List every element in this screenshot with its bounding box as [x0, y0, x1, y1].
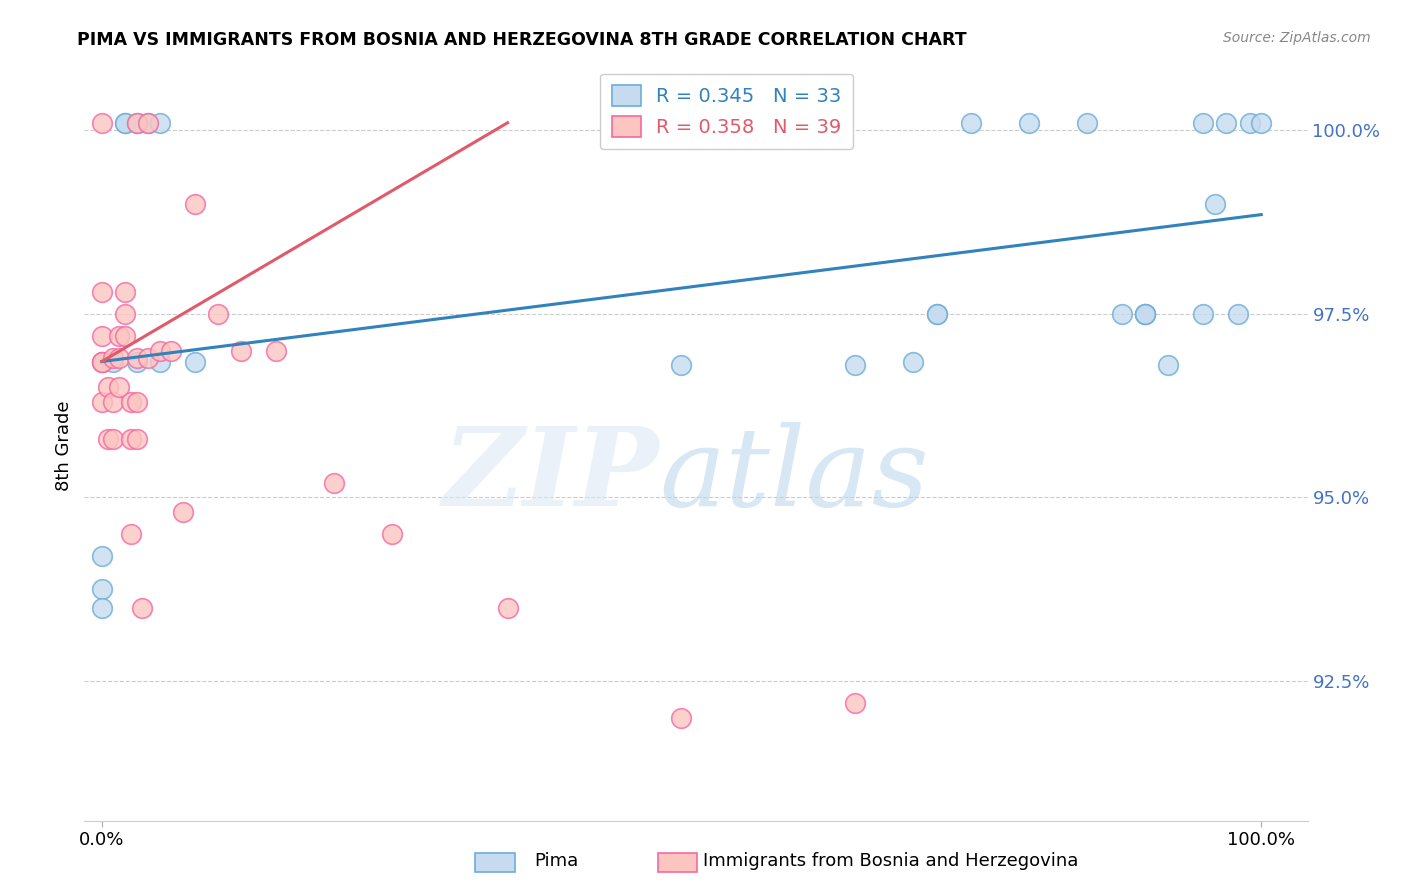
- Point: [160, 343, 183, 358]
- Point: [136, 116, 159, 130]
- Point: [671, 358, 693, 372]
- Point: [125, 395, 148, 409]
- Point: [925, 307, 948, 321]
- Point: [960, 116, 983, 130]
- Point: [149, 354, 172, 368]
- Point: [1250, 116, 1272, 130]
- Point: [125, 351, 148, 365]
- Point: [90, 116, 112, 130]
- Point: [1135, 307, 1157, 321]
- Point: [1076, 116, 1098, 130]
- Text: Pima: Pima: [534, 852, 578, 870]
- Point: [136, 351, 159, 365]
- Point: [90, 582, 112, 597]
- Point: [125, 116, 148, 130]
- Point: [96, 432, 118, 446]
- Point: [1111, 307, 1133, 321]
- Point: [96, 380, 118, 394]
- Point: [229, 343, 252, 358]
- Point: [136, 116, 159, 130]
- Point: [844, 358, 866, 372]
- Point: [114, 116, 136, 130]
- Point: [183, 196, 205, 211]
- Point: [103, 432, 125, 446]
- Point: [90, 395, 112, 409]
- Point: [903, 354, 925, 368]
- Point: [114, 307, 136, 321]
- Point: [264, 343, 287, 358]
- Point: [496, 600, 519, 615]
- Point: [90, 328, 112, 343]
- Point: [90, 600, 112, 615]
- Point: [1215, 116, 1237, 130]
- Point: [1018, 116, 1040, 130]
- Point: [131, 600, 153, 615]
- Point: [1239, 116, 1261, 130]
- Point: [125, 116, 148, 130]
- Point: [108, 351, 131, 365]
- Point: [125, 354, 148, 368]
- Point: [1192, 116, 1215, 130]
- Point: [322, 475, 344, 490]
- Point: [172, 505, 194, 519]
- Point: [207, 307, 229, 321]
- Point: [90, 354, 112, 368]
- Legend: R = 0.345   N = 33, R = 0.358   N = 39: R = 0.345 N = 33, R = 0.358 N = 39: [600, 73, 853, 149]
- Text: ZIP: ZIP: [443, 422, 659, 530]
- Y-axis label: 8th Grade: 8th Grade: [55, 401, 73, 491]
- Point: [108, 380, 131, 394]
- Point: [381, 527, 404, 541]
- Point: [90, 354, 112, 368]
- Point: [1135, 307, 1157, 321]
- Point: [120, 527, 142, 541]
- Point: [1192, 307, 1215, 321]
- Point: [120, 432, 142, 446]
- Point: [925, 307, 948, 321]
- Point: [120, 395, 142, 409]
- Point: [103, 354, 125, 368]
- Point: [125, 432, 148, 446]
- Point: [671, 711, 693, 725]
- Point: [844, 696, 866, 710]
- Point: [1157, 358, 1180, 372]
- Point: [103, 395, 125, 409]
- Point: [114, 285, 136, 299]
- Point: [90, 354, 112, 368]
- Point: [90, 285, 112, 299]
- Point: [1204, 196, 1226, 211]
- Text: atlas: atlas: [659, 422, 929, 530]
- Text: PIMA VS IMMIGRANTS FROM BOSNIA AND HERZEGOVINA 8TH GRADE CORRELATION CHART: PIMA VS IMMIGRANTS FROM BOSNIA AND HERZE…: [77, 31, 967, 49]
- Point: [149, 343, 172, 358]
- Point: [90, 549, 112, 564]
- Point: [103, 351, 125, 365]
- Point: [108, 328, 131, 343]
- Point: [114, 116, 136, 130]
- Text: Source: ZipAtlas.com: Source: ZipAtlas.com: [1223, 31, 1371, 45]
- Point: [1227, 307, 1250, 321]
- Point: [114, 328, 136, 343]
- Point: [149, 116, 172, 130]
- Point: [1135, 307, 1157, 321]
- Text: Immigrants from Bosnia and Herzegovina: Immigrants from Bosnia and Herzegovina: [703, 852, 1078, 870]
- Point: [183, 354, 205, 368]
